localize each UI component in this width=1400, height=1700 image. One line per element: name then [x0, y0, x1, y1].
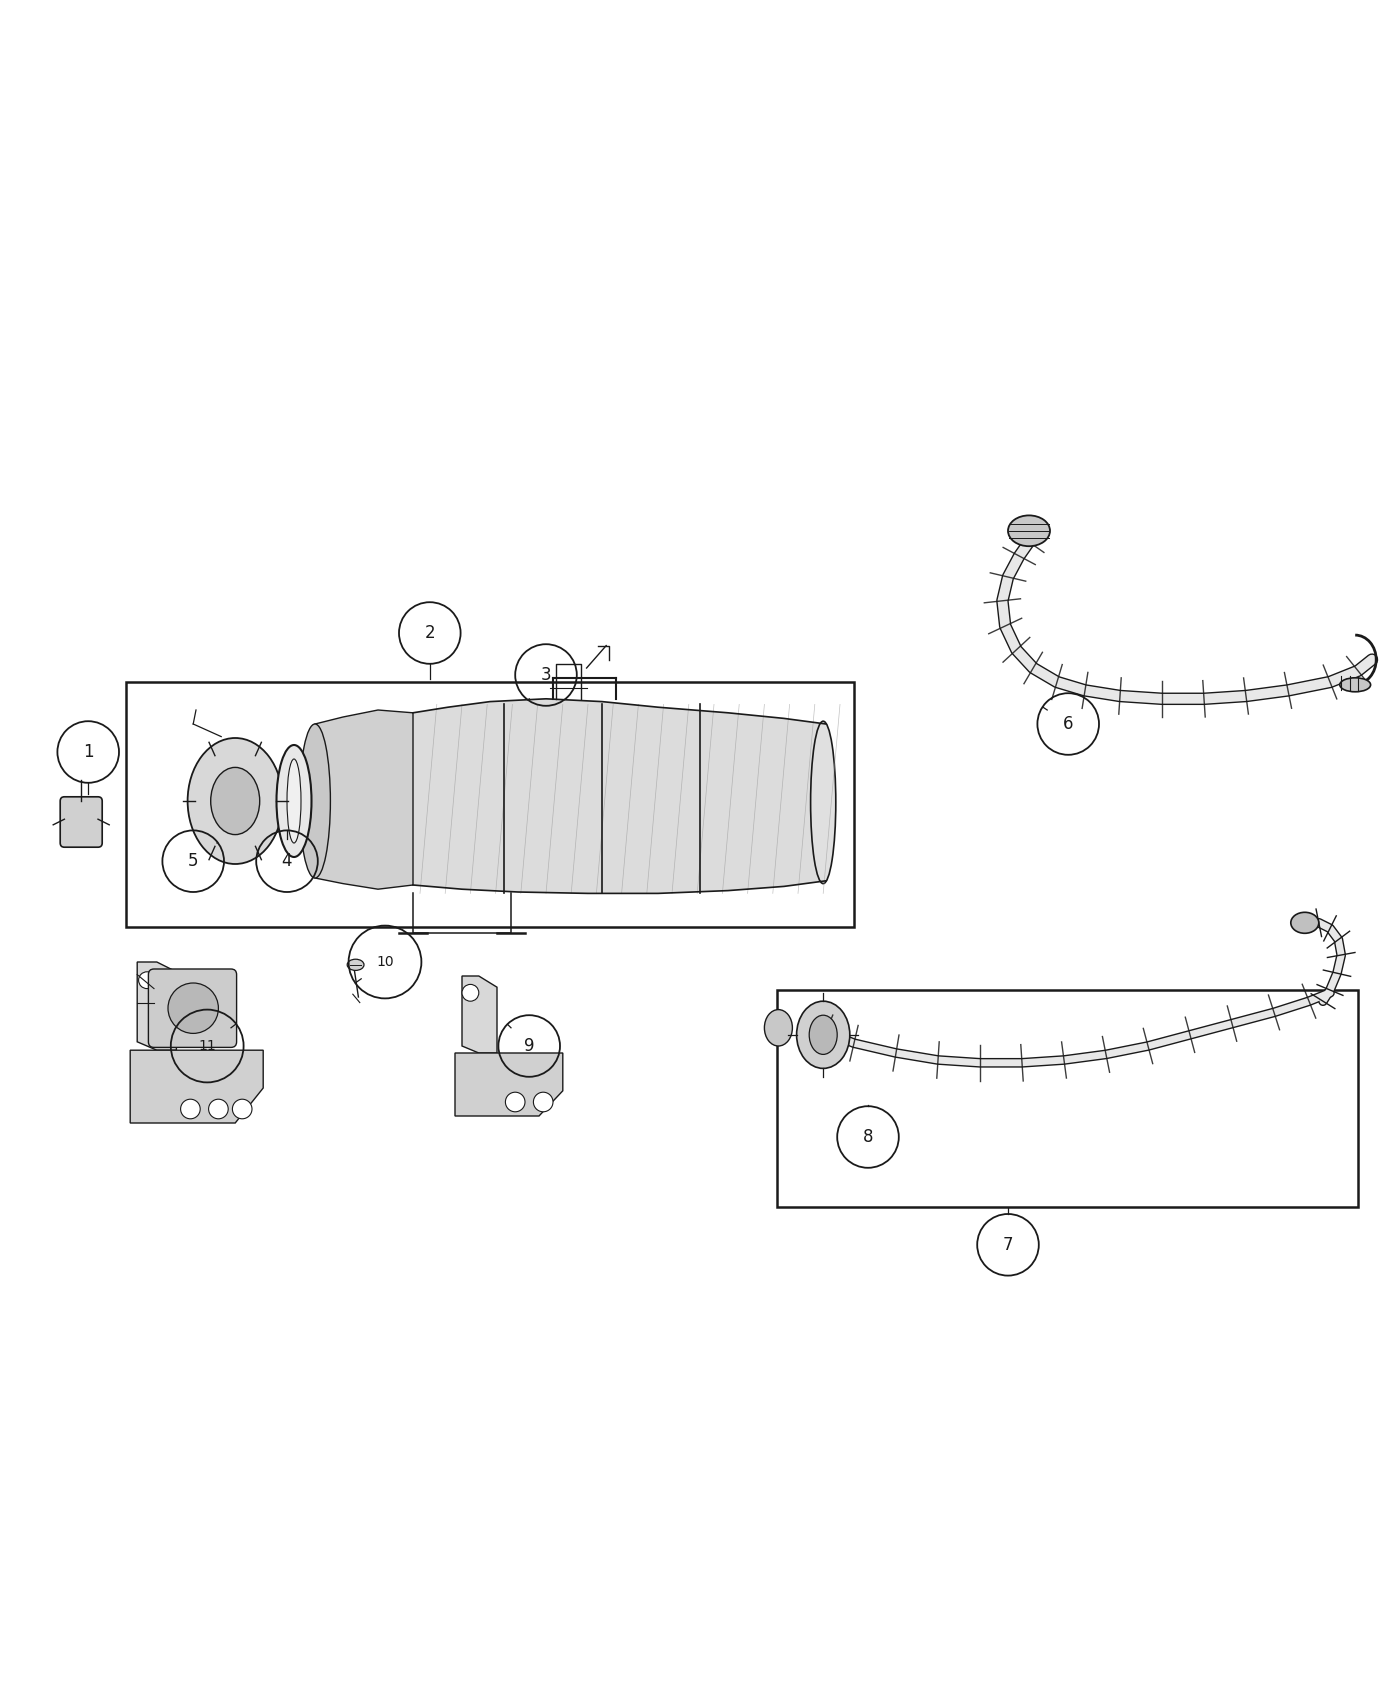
Circle shape [232, 1100, 252, 1119]
Bar [777, 989, 1358, 1207]
Polygon shape [137, 962, 176, 1051]
Text: 9: 9 [524, 1037, 535, 1056]
Text: 4: 4 [281, 852, 293, 870]
Ellipse shape [1008, 515, 1050, 546]
Ellipse shape [347, 959, 364, 971]
Ellipse shape [1291, 913, 1319, 933]
Text: 2: 2 [424, 624, 435, 643]
Polygon shape [130, 1051, 263, 1124]
Text: 1: 1 [83, 743, 94, 762]
Polygon shape [413, 699, 826, 894]
Text: 6: 6 [1063, 716, 1074, 733]
Circle shape [505, 1091, 525, 1112]
FancyBboxPatch shape [148, 969, 237, 1047]
Circle shape [209, 1100, 228, 1119]
Ellipse shape [811, 721, 836, 884]
Circle shape [181, 1100, 200, 1119]
Polygon shape [315, 711, 413, 889]
Text: 10: 10 [377, 955, 393, 969]
Ellipse shape [211, 767, 260, 835]
Ellipse shape [287, 758, 301, 843]
Text: 5: 5 [188, 852, 199, 870]
Polygon shape [455, 1052, 563, 1115]
Text: 7: 7 [1002, 1236, 1014, 1255]
Ellipse shape [188, 738, 283, 864]
Bar [126, 682, 854, 927]
FancyBboxPatch shape [60, 797, 102, 847]
Ellipse shape [797, 1001, 850, 1068]
Text: 11: 11 [199, 1039, 216, 1052]
Ellipse shape [277, 745, 311, 857]
Text: 8: 8 [862, 1129, 874, 1146]
Ellipse shape [764, 1010, 792, 1046]
Ellipse shape [300, 724, 330, 877]
Circle shape [533, 1091, 553, 1112]
Circle shape [462, 984, 479, 1001]
Ellipse shape [1340, 678, 1371, 692]
Circle shape [168, 983, 218, 1034]
Ellipse shape [809, 1015, 837, 1054]
Polygon shape [462, 976, 497, 1052]
Text: 3: 3 [540, 666, 552, 683]
Circle shape [139, 972, 155, 989]
